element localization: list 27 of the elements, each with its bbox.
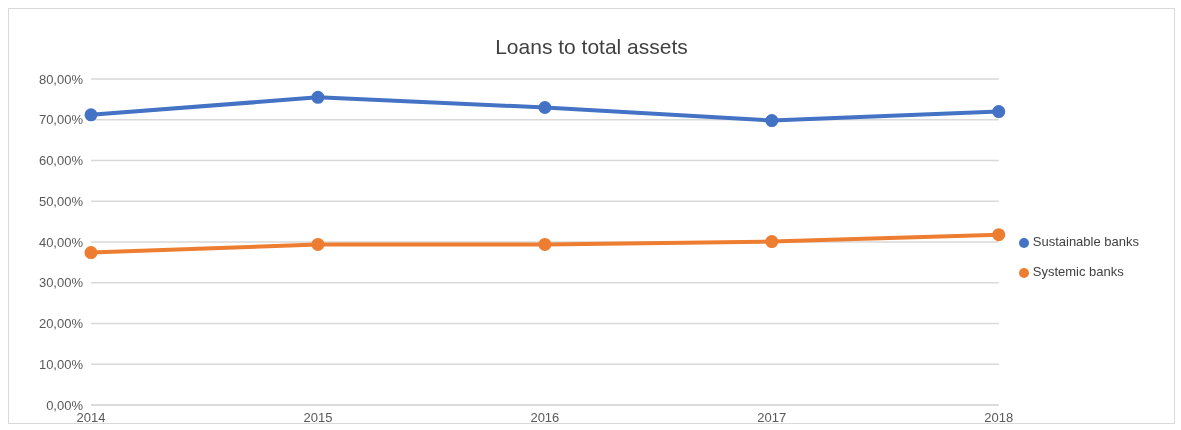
point xyxy=(765,114,779,128)
y-tick-label: 60,00% xyxy=(38,153,84,169)
y-tick-label: 40,00% xyxy=(38,234,84,250)
y-tick-label: 30,00% xyxy=(38,275,84,291)
point xyxy=(84,246,98,260)
y-tick-label: 20,00% xyxy=(38,316,84,332)
y-tick-label: 70,00% xyxy=(38,112,84,128)
point xyxy=(992,228,1006,242)
point xyxy=(311,90,325,104)
x-tick-label: 2015 xyxy=(303,410,333,426)
chart-title: Loans to total assets xyxy=(494,34,689,60)
point xyxy=(538,101,552,115)
y-tick-label: 80,00% xyxy=(38,71,84,87)
x-tick-label: 2016 xyxy=(530,410,560,426)
point xyxy=(311,237,325,251)
point xyxy=(538,237,552,251)
legend-label: Sustainable banks xyxy=(1032,234,1139,249)
y-tick-label: 10,00% xyxy=(38,356,84,372)
y-tick-label: 0,00% xyxy=(46,397,84,413)
legend-label: Systemic banks xyxy=(1032,264,1124,279)
point xyxy=(84,108,98,122)
y-tick-label: 50,00% xyxy=(38,193,84,209)
x-tick-label: 2017 xyxy=(757,410,787,426)
x-tick-label: 2018 xyxy=(984,410,1014,426)
point xyxy=(765,235,779,249)
x-tick-label: 2014 xyxy=(76,410,106,426)
point xyxy=(992,105,1006,119)
